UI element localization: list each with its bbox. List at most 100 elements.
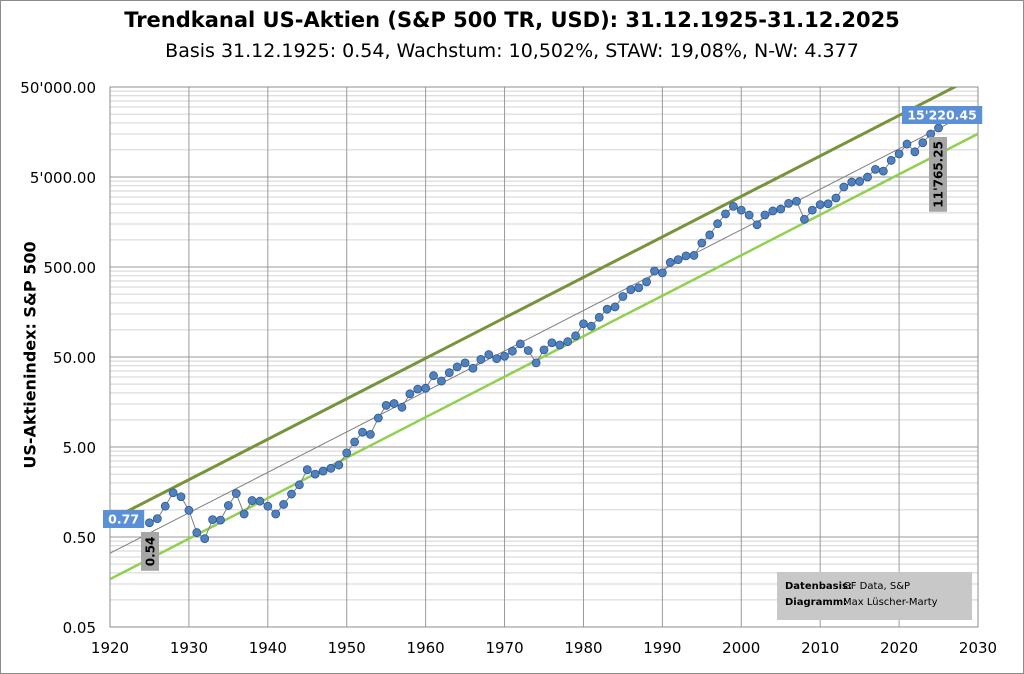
data-point — [405, 389, 415, 399]
data-point — [200, 534, 210, 543]
upper-band-line — [110, 87, 958, 522]
data-point — [634, 283, 644, 293]
annotation-box — [902, 106, 983, 124]
y-tick-label: 0.50 — [63, 529, 96, 547]
data-point — [728, 201, 738, 211]
y-tick-label: 50.00 — [53, 349, 96, 367]
data-point — [736, 205, 746, 215]
data-point — [784, 198, 794, 208]
data-point — [263, 501, 273, 511]
data-point — [563, 337, 573, 347]
data-point — [429, 371, 438, 381]
data-point — [594, 312, 604, 322]
data-point — [839, 182, 849, 192]
data-point — [768, 206, 778, 216]
x-tick-label: 1980 — [564, 639, 602, 657]
y-tick-label: 50'000.00 — [20, 79, 96, 97]
data-point — [744, 210, 754, 220]
data-point — [539, 345, 549, 355]
annotations: 0.77 0.54 15'220.45 11'765.25 — [103, 106, 983, 571]
data-point — [918, 138, 928, 148]
data-point — [145, 518, 154, 528]
data-point — [302, 465, 312, 475]
data-point — [373, 413, 383, 423]
data-point — [523, 346, 533, 355]
series-sp500 — [145, 123, 943, 543]
data-point — [657, 268, 667, 278]
data-point — [713, 219, 722, 229]
data-point — [413, 384, 423, 394]
source-data-label: Datenbasis: — [785, 581, 852, 592]
data-point — [381, 400, 391, 410]
x-tick-label: 1960 — [407, 639, 445, 657]
data-point — [602, 304, 612, 314]
data-point — [239, 509, 249, 519]
data-point — [823, 199, 833, 209]
data-point — [902, 139, 912, 149]
data-point — [216, 515, 225, 525]
data-point — [287, 489, 296, 499]
data-point — [515, 339, 525, 349]
data-point — [705, 230, 715, 240]
data-point — [926, 129, 936, 139]
x-tick-label: 1940 — [249, 639, 287, 657]
data-point — [934, 123, 943, 133]
annotation-box-vertical — [929, 137, 947, 212]
y-tick-labels: 0.05 0.50 5.00 50.00 500.00 5'000.00 50'000.00 — [20, 79, 96, 637]
data-point — [184, 505, 194, 515]
x-tick-labels: 1920 1930 1940 1950 1960 1970 1980 1990 2000 2010… — [91, 639, 997, 657]
minor-gridlines — [110, 90, 978, 601]
data-point — [223, 501, 233, 510]
data-point — [878, 166, 888, 176]
data-point — [555, 340, 565, 350]
data-point — [910, 147, 920, 157]
data-point — [334, 460, 344, 470]
data-point — [847, 177, 857, 187]
data-point — [160, 501, 170, 511]
data-point — [697, 238, 707, 248]
lower-band-line — [110, 132, 978, 581]
source-data-value: GF Data, S&P — [843, 581, 911, 592]
data-point — [468, 363, 478, 373]
data-point — [863, 172, 872, 182]
data-point — [271, 509, 281, 519]
data-point — [531, 358, 541, 368]
annotation-label: 0.77 — [108, 512, 139, 527]
data-point — [807, 205, 817, 215]
source-diagram-label: Diagramm: — [785, 597, 848, 608]
data-point — [192, 528, 202, 537]
data-point — [365, 430, 375, 439]
annotation-label-vertical: 11'765.25 — [932, 141, 946, 208]
data-point — [792, 196, 801, 206]
data-point — [500, 351, 509, 361]
data-point — [318, 466, 328, 476]
annotation-label: 15'220.45 — [907, 108, 976, 123]
data-point — [665, 258, 675, 267]
data-point — [389, 399, 399, 408]
data-point — [855, 177, 865, 186]
data-point — [326, 463, 336, 473]
chart-title: Trendkanal US-Aktien (S&P 500 TR, USD): … — [124, 8, 900, 32]
data-point — [618, 292, 628, 301]
data-point — [176, 492, 186, 502]
data-point — [152, 514, 162, 524]
source-box: Datenbasis:GF Data, S&P Diagramm:Max Lüs… — [777, 572, 972, 620]
data-point — [752, 220, 762, 230]
data-point — [492, 354, 502, 363]
data-point — [444, 368, 454, 378]
data-point — [800, 214, 809, 224]
data-point — [342, 448, 352, 458]
source-data-row: Datenbasis:GF Data, S&P — [785, 581, 910, 592]
x-tick-label: 1990 — [643, 639, 681, 657]
data-point — [452, 362, 462, 372]
data-point — [586, 321, 596, 331]
data-point — [484, 350, 494, 359]
x-tick-label: 1920 — [91, 639, 129, 657]
data-point — [294, 480, 304, 490]
data-point — [350, 437, 360, 447]
data-point — [642, 277, 651, 287]
data-point — [310, 469, 320, 479]
y-tick-label: 0.05 — [63, 619, 96, 637]
